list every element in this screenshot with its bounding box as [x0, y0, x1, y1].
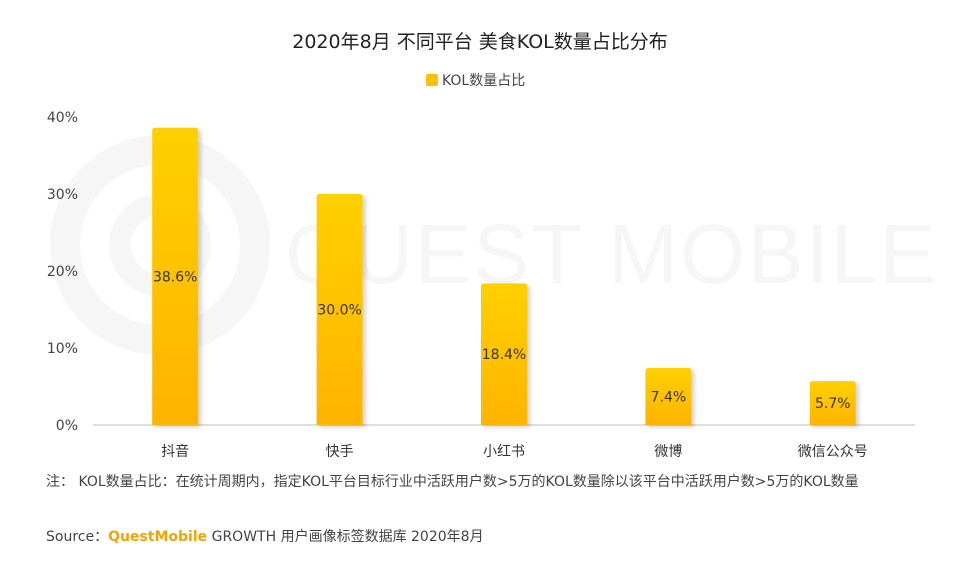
y-tick-label: 10% — [47, 341, 78, 357]
x-tick-label: 快手 — [326, 444, 354, 460]
x-tick-label: 微信公众号 — [798, 444, 868, 460]
source-line: Source：QuestMobile GROWTH 用户画像标签数据库 2020… — [46, 528, 484, 547]
bars: 38.6% 30.0% 18.4% 7.4% 5.7% — [152, 127, 856, 425]
source-prefix: Source： — [46, 529, 109, 545]
source-brand: QuestMobile — [108, 529, 208, 545]
legend-label: KOL数量占比 — [442, 73, 525, 89]
y-tick-label: 30% — [47, 187, 78, 203]
watermark-text: QUEST MOBILE — [285, 207, 938, 301]
x-tick-label: 抖音 — [161, 443, 189, 460]
y-tick-label: 20% — [47, 264, 78, 280]
bar — [809, 381, 856, 425]
y-tick-label: 0% — [56, 418, 78, 434]
x-tick-label: 小红书 — [483, 444, 525, 460]
bar-value-label: 7.4% — [651, 390, 687, 406]
bar-value-label: 30.0% — [317, 303, 361, 319]
y-axis: 0% 10% 20% 30% 40% — [47, 110, 78, 434]
x-tick-label: 微博 — [654, 443, 682, 460]
bar — [316, 194, 363, 425]
chart-title: 2020年8月 不同平台 美食KOL数量占比分布 — [292, 31, 667, 53]
chart: QUEST MOBILE 2020年8月 不同平台 美食KOL数量占比分布 KO… — [46, 31, 938, 460]
bar-value-label: 38.6% — [153, 269, 197, 285]
bar — [152, 127, 199, 425]
bar-value-label: 18.4% — [482, 347, 526, 363]
bar-value-label: 5.7% — [815, 396, 851, 412]
bar — [645, 368, 692, 425]
legend-swatch — [426, 74, 438, 86]
footnote: 注： KOL数量占比：在统计周期内，指定KOL平台目标行业中活跃用户数>5万的K… — [46, 474, 859, 490]
bar — [481, 283, 527, 425]
x-axis: 抖音 快手 小红书 微博 微信公众号 — [161, 443, 868, 460]
source-rest: GROWTH 用户画像标签数据库 2020年8月 — [211, 529, 484, 545]
y-tick-label: 40% — [47, 110, 78, 126]
